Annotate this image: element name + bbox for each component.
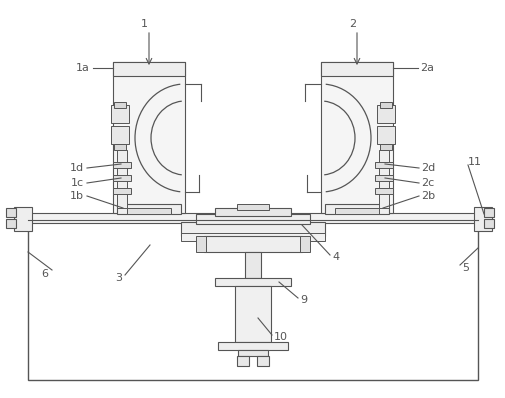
Bar bbox=[117, 204, 181, 214]
Text: 4: 4 bbox=[331, 252, 338, 262]
Bar bbox=[483, 219, 493, 228]
Bar bbox=[374, 188, 392, 194]
Bar bbox=[113, 162, 131, 168]
Bar bbox=[376, 105, 394, 123]
Bar bbox=[113, 62, 185, 213]
Text: 2b: 2b bbox=[420, 191, 434, 201]
Bar bbox=[299, 236, 310, 252]
Bar bbox=[204, 236, 301, 252]
Text: 2c: 2c bbox=[420, 178, 433, 188]
Text: 3: 3 bbox=[115, 273, 122, 283]
Bar bbox=[181, 222, 324, 236]
Text: 1d: 1d bbox=[70, 163, 84, 173]
Text: 1b: 1b bbox=[70, 191, 84, 201]
Text: 1a: 1a bbox=[76, 63, 90, 73]
Bar bbox=[215, 208, 290, 216]
Bar bbox=[6, 208, 16, 217]
Text: 6: 6 bbox=[41, 269, 48, 279]
Bar bbox=[113, 175, 131, 181]
Bar bbox=[374, 162, 392, 168]
Bar bbox=[215, 278, 290, 286]
Bar bbox=[376, 126, 394, 144]
Bar bbox=[334, 208, 378, 214]
Bar bbox=[234, 286, 271, 342]
Bar bbox=[320, 62, 392, 76]
Text: 2a: 2a bbox=[419, 63, 433, 73]
Bar bbox=[111, 105, 129, 123]
Bar bbox=[111, 126, 129, 144]
Bar bbox=[218, 342, 287, 350]
Bar bbox=[114, 144, 126, 150]
Bar bbox=[324, 204, 388, 214]
Bar bbox=[236, 204, 269, 210]
Bar bbox=[379, 102, 391, 108]
Text: 1c: 1c bbox=[71, 178, 84, 188]
Bar bbox=[483, 208, 493, 217]
Bar bbox=[14, 207, 32, 231]
Bar bbox=[181, 233, 324, 241]
Bar bbox=[195, 214, 310, 224]
Bar bbox=[127, 208, 171, 214]
Text: 5: 5 bbox=[461, 263, 468, 273]
Text: 11: 11 bbox=[467, 157, 481, 167]
Text: 2d: 2d bbox=[420, 163, 434, 173]
Text: 2: 2 bbox=[349, 19, 356, 29]
Bar bbox=[237, 350, 268, 356]
Bar bbox=[379, 144, 391, 150]
Bar bbox=[473, 207, 491, 231]
Bar bbox=[28, 213, 477, 223]
Bar bbox=[320, 62, 392, 213]
Bar bbox=[117, 150, 127, 208]
Bar bbox=[378, 150, 388, 208]
Bar bbox=[257, 356, 269, 366]
Bar bbox=[113, 188, 131, 194]
Bar bbox=[28, 222, 477, 380]
Text: 1: 1 bbox=[140, 19, 147, 29]
Bar bbox=[113, 62, 185, 76]
Bar bbox=[374, 175, 392, 181]
Bar bbox=[244, 252, 261, 278]
Text: 10: 10 bbox=[274, 332, 287, 342]
Bar bbox=[236, 356, 248, 366]
Text: 9: 9 bbox=[299, 295, 307, 305]
Bar bbox=[114, 102, 126, 108]
Bar bbox=[195, 236, 206, 252]
Bar bbox=[6, 219, 16, 228]
